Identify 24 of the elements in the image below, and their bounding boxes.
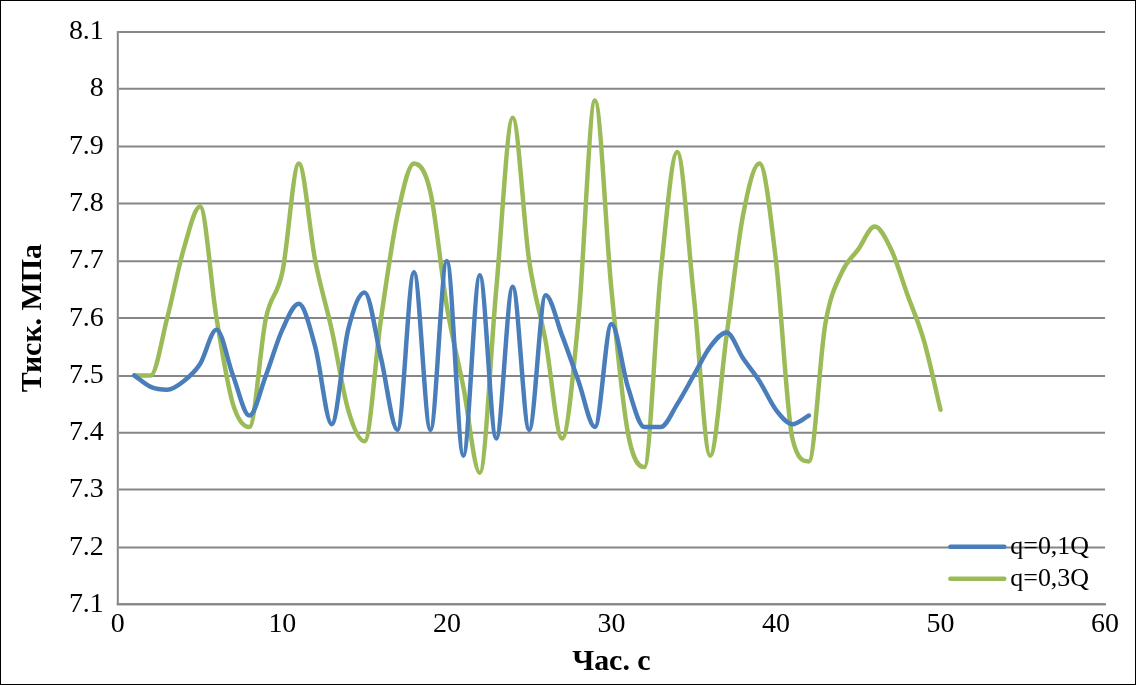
x-tick-label: 50 — [926, 606, 955, 638]
y-tick-label: 7.3 — [68, 472, 104, 504]
y-tick-label: 7.9 — [68, 128, 104, 160]
y-tick-label: 7.2 — [68, 529, 104, 561]
y-tick-label: 7.6 — [68, 300, 104, 332]
y-tick-label: 8.1 — [68, 14, 104, 46]
y-tick-label: 7.5 — [68, 357, 104, 389]
legend-label: q=0,3Q — [1010, 562, 1090, 592]
line-series — [132, 98, 943, 476]
y-tick-label: 7.1 — [68, 586, 104, 618]
x-tick-label: 10 — [268, 606, 297, 638]
line-series — [132, 258, 812, 458]
y-tick-label: 7.4 — [68, 415, 104, 447]
x-tick-label: 20 — [432, 606, 461, 638]
x-tick-label: 40 — [762, 606, 790, 638]
x-tick-label: 0 — [110, 606, 125, 638]
y-tick-label: 7.8 — [68, 185, 104, 217]
legend-label: q=0,1Q — [1010, 530, 1090, 560]
y-axis-title: Тиск. МПа — [13, 244, 47, 393]
y-tick-label: 8 — [89, 71, 104, 103]
x-tick-label: 60 — [1091, 606, 1120, 638]
x-tick-label: 30 — [597, 606, 626, 638]
x-axis-title: Час. с — [572, 642, 651, 676]
y-tick-label: 7.7 — [68, 243, 104, 275]
